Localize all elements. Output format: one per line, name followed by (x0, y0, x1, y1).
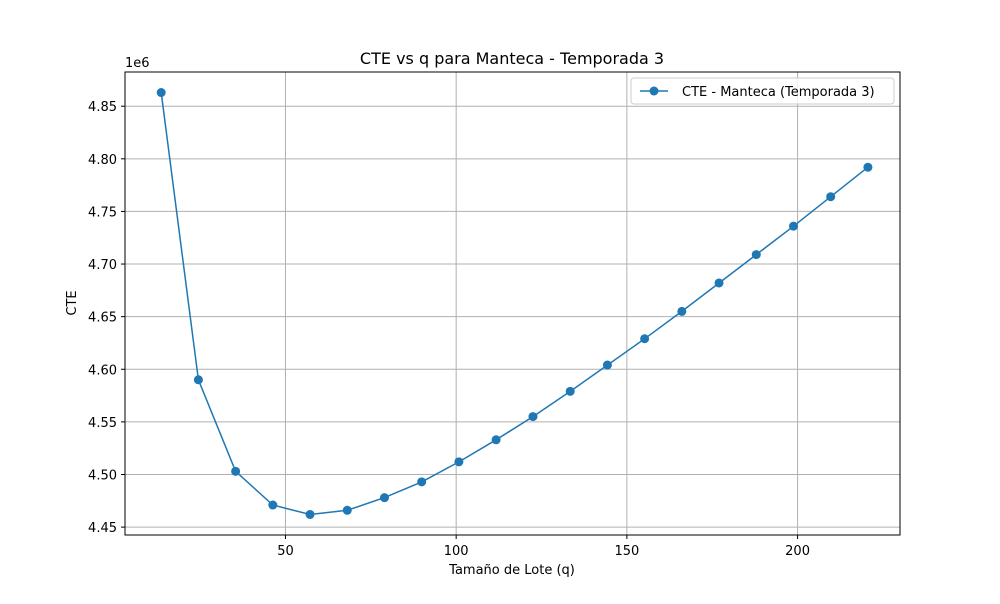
series-layer (156, 88, 873, 519)
data-point (640, 334, 650, 344)
data-point (305, 509, 315, 519)
data-point (677, 306, 687, 316)
y-tick-label: 4.45 (88, 521, 117, 536)
y-axis-ticks: 4.45 4.50 4.55 4.60 4.65 4.70 4.75 4.80 4.85 (88, 100, 125, 536)
data-point (379, 493, 389, 503)
plot-frame (124, 71, 901, 536)
y-tick-label: 4.70 (88, 258, 117, 273)
data-point (826, 192, 836, 202)
grid (125, 72, 900, 535)
x-axis-ticks: 50 100 150 200 (277, 535, 810, 559)
data-point (491, 435, 501, 445)
data-point (714, 278, 724, 288)
legend-marker-swatch (649, 86, 659, 96)
legend: CTE - Manteca (Temporada 3) (630, 77, 895, 105)
y-offset-label: 1e6 (125, 56, 150, 71)
data-point (528, 412, 538, 422)
y-tick-label: 4.80 (88, 153, 117, 168)
chart-title: CTE vs q para Manteca - Temporada 3 (360, 49, 664, 68)
x-tick-label: 200 (785, 544, 810, 559)
y-tick-label: 4.60 (88, 363, 117, 378)
data-point (565, 386, 575, 396)
x-tick-label: 100 (444, 544, 469, 559)
data-point (751, 250, 761, 260)
data-point (342, 505, 352, 515)
x-tick-label: 150 (614, 544, 639, 559)
y-tick-label: 4.85 (88, 100, 117, 115)
data-point (268, 500, 278, 510)
data-point (788, 221, 798, 231)
legend-label: CTE - Manteca (Temporada 3) (682, 85, 875, 100)
data-point (417, 477, 427, 487)
y-tick-label: 4.75 (88, 205, 117, 220)
data-point (863, 162, 873, 172)
data-point (602, 360, 612, 370)
series-line (160, 92, 869, 516)
data-point (193, 375, 203, 385)
y-tick-label: 4.65 (88, 311, 117, 326)
data-point (231, 466, 241, 476)
y-tick-label: 4.55 (88, 416, 117, 431)
x-axis-label: Tamaño de Lote (q) (448, 563, 575, 578)
y-axis-label: CTE (65, 290, 80, 315)
legend-box (630, 77, 895, 105)
data-point (156, 88, 166, 98)
y-tick-label: 4.50 (88, 468, 117, 483)
data-point (454, 457, 464, 467)
x-tick-label: 50 (277, 544, 294, 559)
